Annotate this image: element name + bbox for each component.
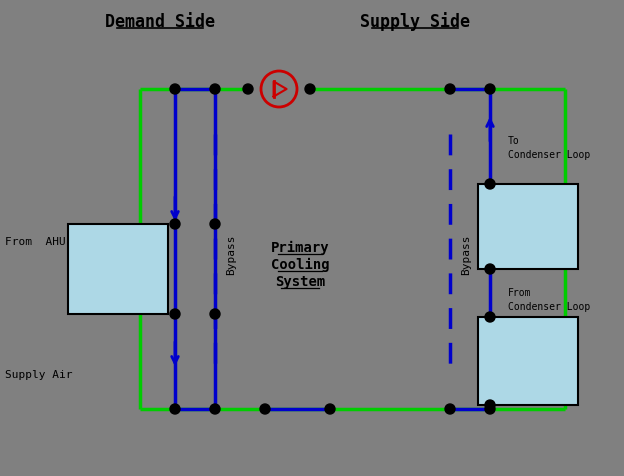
Circle shape [170, 219, 180, 229]
Circle shape [170, 404, 180, 414]
Circle shape [485, 179, 495, 189]
Text: From  AHU: From AHU [5, 237, 66, 247]
Bar [478, 185, 578, 269]
Circle shape [260, 404, 270, 414]
Text: System: System [275, 275, 325, 288]
Circle shape [305, 85, 315, 95]
Circle shape [170, 85, 180, 95]
Text: Supply Side: Supply Side [360, 12, 470, 31]
Text: To
Condenser Loop: To Condenser Loop [508, 136, 590, 159]
Circle shape [170, 309, 180, 319]
Circle shape [325, 404, 335, 414]
Circle shape [485, 265, 495, 275]
Text: Supply Air: Supply Air [5, 369, 72, 379]
Circle shape [210, 219, 220, 229]
Text: Cooling
Coil: Cooling Coil [92, 256, 144, 283]
Circle shape [445, 85, 455, 95]
Circle shape [445, 404, 455, 414]
Bar [68, 225, 168, 314]
Circle shape [210, 309, 220, 319]
Text: Demand Side: Demand Side [105, 13, 215, 31]
Circle shape [485, 400, 495, 410]
Circle shape [485, 404, 495, 414]
Text: Thermal
Energy
Storage: Thermal Energy Storage [502, 340, 554, 383]
Text: From
Condenser Loop: From Condenser Loop [508, 288, 590, 311]
Text: Chiller: Chiller [499, 220, 557, 234]
Text: Bypass: Bypass [226, 234, 236, 275]
Text: Primary: Primary [271, 240, 329, 255]
Bar [478, 317, 578, 405]
Text: Cooling: Cooling [271, 258, 329, 271]
Circle shape [485, 85, 495, 95]
Circle shape [210, 85, 220, 95]
Circle shape [210, 404, 220, 414]
Circle shape [485, 312, 495, 322]
Text: Bypass: Bypass [461, 234, 471, 275]
Circle shape [261, 72, 297, 108]
Circle shape [243, 85, 253, 95]
